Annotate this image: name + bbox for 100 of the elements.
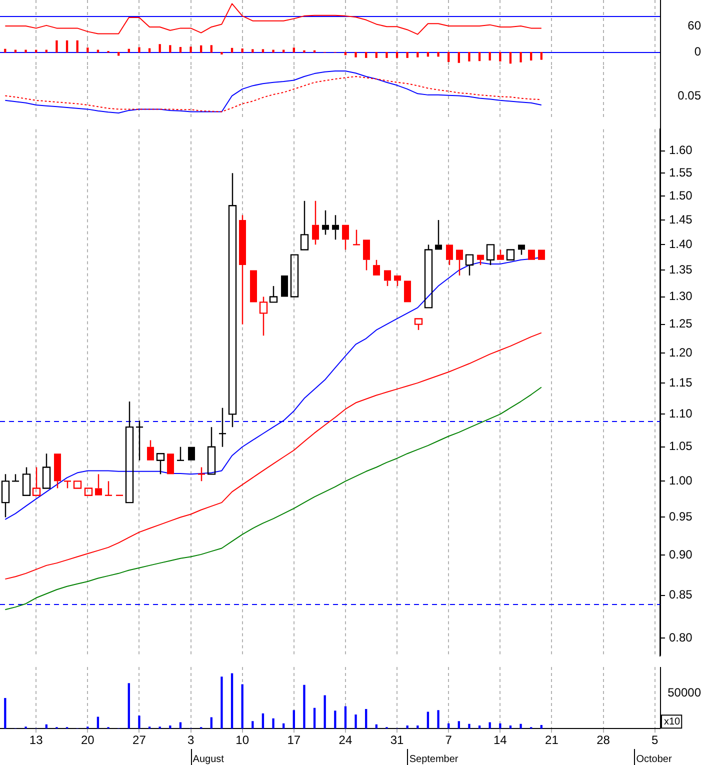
- bar: [313, 708, 316, 729]
- bar: [354, 714, 357, 729]
- candlestick: [156, 453, 165, 475]
- candlestick: [465, 254, 474, 276]
- text: October: [636, 754, 672, 765]
- bar: [24, 50, 27, 53]
- bar: [520, 724, 522, 729]
- text: 50000: [668, 686, 702, 700]
- candlestick: [32, 466, 41, 496]
- bar: [488, 722, 491, 729]
- bar: [426, 712, 430, 729]
- bar: [406, 52, 408, 58]
- bar: [262, 49, 264, 53]
- bar: [303, 50, 306, 53]
- text: x10: [664, 716, 681, 728]
- bar: [540, 724, 542, 729]
- x-tick-label: 27: [132, 733, 146, 748]
- bar: [252, 721, 254, 729]
- bar: [344, 706, 347, 729]
- bar: [324, 695, 326, 729]
- x-tick-label: 31: [390, 733, 404, 748]
- x-tick-label: 13: [29, 733, 44, 748]
- bar: [252, 49, 254, 53]
- bar: [169, 45, 172, 53]
- bar: [272, 50, 274, 53]
- candlestick: [352, 229, 361, 246]
- text: 60: [688, 18, 702, 32]
- y-tick-label: 1.60: [669, 143, 693, 158]
- candlestick: [197, 466, 206, 482]
- candlestick: [125, 400, 134, 504]
- candlestick: [207, 426, 216, 475]
- y-tick-label: 0.90: [669, 548, 693, 562]
- x-tick-label: 14: [493, 733, 508, 748]
- bar: [190, 46, 192, 53]
- bar: [66, 40, 68, 53]
- y-tick-label: 1.05: [669, 439, 693, 454]
- bar: [241, 684, 244, 729]
- bar: [292, 48, 295, 53]
- y-tick-label: 1.55: [669, 165, 693, 180]
- bar: [437, 710, 440, 729]
- bar: [4, 698, 6, 729]
- bar: [262, 713, 264, 729]
- x-tick-label: 5: [652, 733, 658, 748]
- bar: [354, 52, 357, 58]
- bar: [179, 722, 182, 729]
- bar: [230, 673, 234, 729]
- bar: [96, 716, 100, 729]
- bar: [138, 716, 140, 729]
- bar: [220, 676, 223, 729]
- y-tick-label: 1.50: [669, 188, 693, 202]
- x-tick-label: 3: [187, 733, 194, 748]
- bar: [396, 52, 398, 58]
- text: 0.05: [678, 88, 702, 103]
- x-tick-label: 20: [80, 733, 95, 748]
- bar: [530, 52, 532, 60]
- bar: [138, 47, 140, 53]
- y-tick-label: 1.00: [669, 473, 693, 488]
- bar: [458, 52, 460, 63]
- y-tick-label: 0.80: [669, 630, 693, 644]
- bar: [86, 48, 89, 53]
- bar: [386, 52, 388, 58]
- bar: [375, 52, 378, 58]
- bar: [416, 52, 419, 58]
- bar: [334, 710, 336, 729]
- bar: [56, 40, 58, 53]
- bar: [468, 52, 470, 62]
- y-tick-label: 1.15: [669, 375, 693, 390]
- text: September: [409, 754, 459, 765]
- candlestick: [269, 285, 278, 303]
- y-tick-label: 1.10: [669, 406, 693, 420]
- y-tick-label: 1.40: [669, 236, 693, 251]
- y-tick-label: 1.25: [669, 316, 693, 331]
- text: 0: [694, 44, 702, 59]
- y-tick-label: 0.95: [669, 510, 693, 524]
- bar: [478, 52, 481, 62]
- bar: [292, 710, 295, 729]
- bar: [458, 721, 460, 729]
- candlestick: [42, 453, 51, 489]
- bar: [509, 52, 512, 64]
- y-tick-label: 1.20: [669, 345, 693, 360]
- y-tick-label: 1.45: [669, 212, 693, 226]
- y-tick-label: 0.85: [669, 588, 693, 602]
- bar: [76, 40, 78, 53]
- bar: [520, 52, 522, 62]
- x-tick-label: 24: [338, 733, 352, 748]
- candlestick: [259, 296, 268, 336]
- bar: [437, 52, 440, 57]
- bar: [365, 709, 368, 729]
- candlestick: [300, 200, 309, 250]
- x-tick-label: 7: [445, 733, 452, 748]
- bar: [488, 52, 491, 60]
- y-tick-label: 1.30: [669, 289, 693, 304]
- x-tick-label: 28: [596, 733, 610, 748]
- bar: [128, 683, 130, 729]
- bar: [158, 44, 161, 53]
- bar: [365, 52, 368, 58]
- x-tick-label: 17: [287, 733, 301, 748]
- x-tick-label: 21: [545, 733, 559, 748]
- bar: [210, 717, 212, 729]
- bar: [210, 45, 212, 53]
